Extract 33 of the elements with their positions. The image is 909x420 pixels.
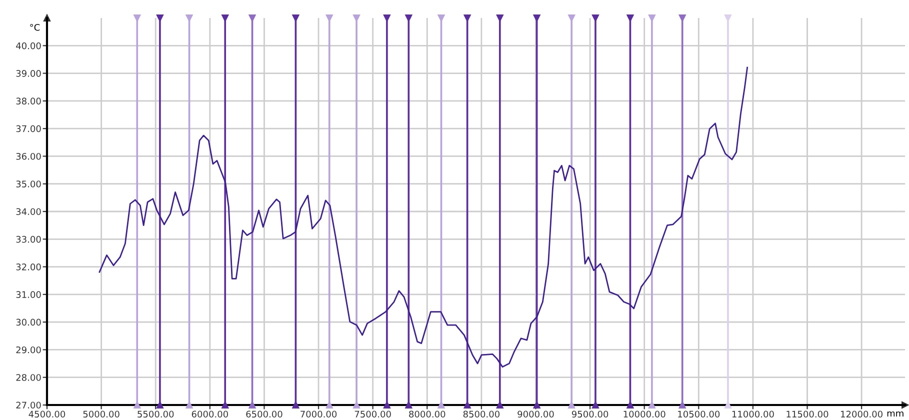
y-tick-label: 33.00 <box>16 236 41 243</box>
x-tick-label: 7000.00 <box>300 410 337 418</box>
x-tick-label: 11000.00 <box>732 410 774 418</box>
y-tick-label: 30.00 <box>16 318 41 326</box>
x-tick-label: 8500.00 <box>463 410 500 418</box>
y-tick-label: 34.00 <box>16 208 41 216</box>
y-tick-label: 28.00 <box>16 374 41 381</box>
x-tick-label: 9500.00 <box>572 410 608 418</box>
x-tick-label: 10000.00 <box>624 410 666 418</box>
y-tick-label: 38.00 <box>16 98 41 104</box>
x-axis-title: mm <box>887 411 904 417</box>
x-tick-label: 12000.00 <box>841 410 882 418</box>
x-tick-label: 6000.00 <box>192 410 228 418</box>
x-tick-label: 8000.00 <box>409 410 446 418</box>
y-tick-label: 29.00 <box>16 346 41 354</box>
x-tick-label: 10500.00 <box>678 410 720 418</box>
x-tick-label: 7500.00 <box>354 410 391 418</box>
line-series <box>98 66 748 368</box>
x-tick-label: 4500.00 <box>28 410 66 418</box>
y-tick-label: 36.00 <box>16 152 41 160</box>
x-tick-label: 6500.00 <box>246 410 282 418</box>
y-tick-label: 39.00 <box>16 70 41 77</box>
x-tick-label: 11500.00 <box>786 410 828 418</box>
y-tick-label: 32.00 <box>16 264 41 270</box>
y-tick-label: 40.00 <box>16 42 41 50</box>
x-tick-label: 9000.00 <box>518 410 554 418</box>
y-tick-label: 35.00 <box>16 180 41 188</box>
y-tick-label: 31.00 <box>16 291 41 298</box>
y-tick-label: 27.00 <box>16 402 41 409</box>
y-axis-title: °C <box>30 24 40 31</box>
x-tick-label: 5500.00 <box>138 410 174 418</box>
y-tick-label: 37.00 <box>16 125 41 132</box>
x-tick-label: 5000.00 <box>83 410 120 418</box>
